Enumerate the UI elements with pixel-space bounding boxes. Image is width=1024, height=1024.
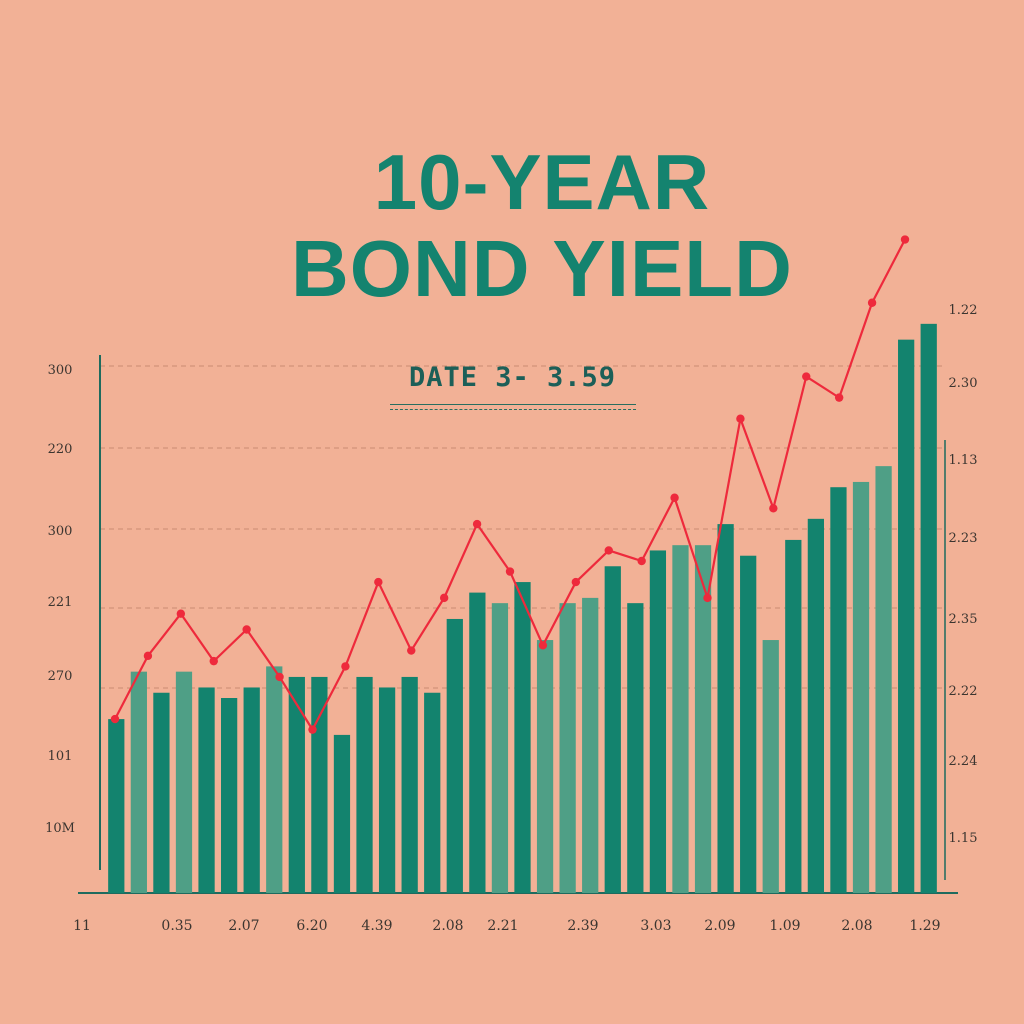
line-point-3 [209,656,218,666]
x-tick-label: 0.35 [161,918,192,934]
left-tick-label: 221 [48,595,73,610]
x-tick-label: 11 [73,918,91,934]
bar-1 [130,671,147,893]
line-point-22 [834,393,844,402]
x-tick-label: 4.39 [361,918,392,934]
line-point-10 [439,593,449,603]
bar-22 [604,566,621,893]
bar-25 [672,545,689,893]
line-point-7 [341,662,350,671]
line-point-18 [703,593,712,603]
line-point-5 [275,672,284,682]
line-point-1 [143,651,153,661]
line-point-0 [110,714,120,724]
bar-7 [266,666,283,893]
bar-16 [469,592,486,893]
right-tick-label: 1.13 [949,453,978,468]
line-point-4 [242,625,251,634]
left-tick-label: 220 [48,442,73,457]
bar-36 [920,323,937,894]
bar-21 [582,597,599,893]
tick-labels: 300 220 300 221 270 101 10M 1.22 2.30 1.13 2.23 2.3… [45,303,977,934]
bar-5 [220,698,238,893]
x-tick-label: 2.09 [704,918,735,934]
x-tick-label: 2.08 [841,918,872,934]
bar-30 [785,539,802,893]
right-tick-label: 2.35 [949,612,978,627]
bar-32 [830,487,847,893]
line-point-20 [769,504,778,513]
line-point-11 [472,519,482,529]
x-tick-label: 2.39 [567,918,598,934]
right-tick-label: 1.15 [949,831,978,846]
bar-28 [740,555,757,893]
bar-0 [108,719,125,893]
bar-2 [153,692,170,893]
bar-6 [243,687,260,893]
line-point-13 [538,641,548,650]
line-point-23 [867,298,877,307]
bar-20 [559,603,576,893]
bar-33 [852,481,870,893]
bar-10 [333,734,351,893]
right-tick-label: 2.22 [949,684,978,699]
line-point-14 [571,577,581,587]
line-point-21 [802,372,811,381]
line-point-24 [900,235,910,244]
left-tick-label: 101 [48,749,73,764]
bar-29 [762,640,779,893]
bar-31 [807,518,825,893]
bar-11 [356,676,373,893]
bar-23 [627,603,644,893]
bar-17 [491,603,509,893]
chart-title-line1: 10-YEAR [373,138,711,226]
bar-4 [198,687,215,893]
right-tick-label: 2.23 [949,531,978,546]
left-tick-label: 300 [48,363,73,378]
line-point-8 [374,577,383,587]
bar-18 [514,582,531,893]
bar-19 [536,640,554,893]
left-tick-label: 300 [48,524,73,539]
bar-3 [175,671,193,893]
left-tick-label: 10M [45,821,75,836]
x-tick-label: 3.03 [640,918,671,934]
line-point-2 [176,609,186,618]
line-point-19 [736,414,745,423]
line-point-16 [637,556,646,566]
x-tick-label: 1.29 [909,918,940,934]
chart-title-line2: BOND YIELD [291,224,793,313]
bar-35 [898,339,915,893]
bar-34 [875,466,892,893]
bar-24 [649,550,667,893]
line-point-12 [505,567,515,576]
grid-lines [100,365,945,689]
right-tick-label: 1.22 [949,303,978,318]
bar-8 [288,676,305,893]
bar-15 [446,618,463,893]
x-tick-label: 6.20 [296,918,327,934]
line-point-15 [604,546,613,555]
line-point-17 [670,493,679,502]
subtitle-underline [390,404,636,410]
bar-12 [378,687,396,893]
line-series [110,235,910,734]
bar-13 [401,676,418,893]
line-point-6 [308,725,317,734]
x-tick-label: 2.08 [432,918,463,934]
bar-26 [694,545,712,893]
right-tick-label: 2.24 [949,754,978,769]
right-tick-label: 2.30 [949,376,978,391]
x-tick-label: 2.21 [487,918,518,934]
bar-14 [424,692,441,893]
bar-27 [717,524,734,893]
chart-subtitle: DATE 3- 3.59 [408,362,617,393]
line-point-9 [407,646,416,655]
x-tick-label: 1.09 [769,918,800,934]
bar-series [108,323,937,894]
left-tick-label: 270 [48,669,73,684]
x-tick-label: 2.07 [228,918,259,934]
bar-9 [311,676,328,893]
